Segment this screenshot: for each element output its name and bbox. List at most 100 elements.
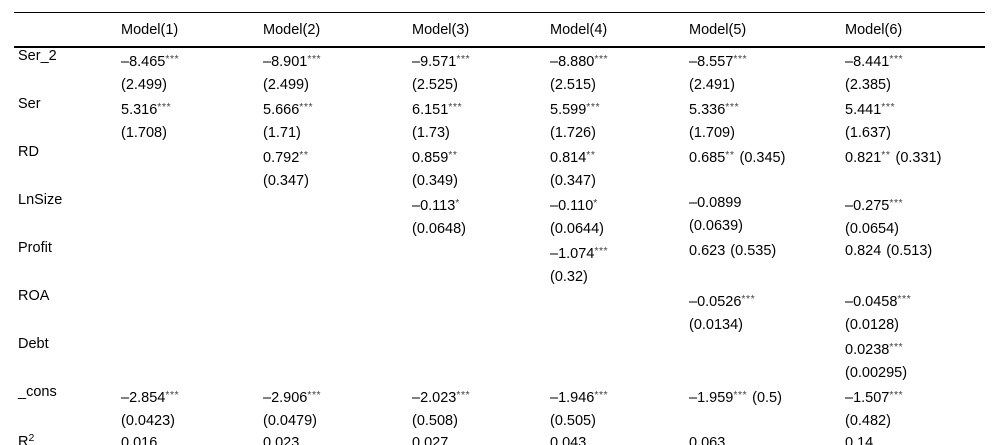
coef-value: –8.880 bbox=[550, 54, 595, 70]
coef-value: –0.0458 bbox=[845, 294, 898, 310]
coef-line: –2.023*** bbox=[412, 384, 550, 410]
coef-value: –0.275 bbox=[845, 198, 890, 214]
coef-line: 5.441*** bbox=[845, 96, 985, 122]
standard-error: (0.505) bbox=[550, 412, 596, 429]
significance-stars: *** bbox=[299, 101, 314, 113]
significance-stars: ** bbox=[299, 149, 309, 161]
coef-cell: –1.507*** (0.482) bbox=[845, 384, 985, 432]
coef-line: –8.465*** bbox=[121, 48, 263, 74]
row-label-superscript: 2 bbox=[28, 432, 35, 444]
coef-cell: –0.110* (0.0644) bbox=[550, 192, 689, 240]
coef-value: –0.0899 bbox=[689, 195, 742, 211]
coef-value: –0.110 bbox=[550, 198, 594, 214]
standard-error: (0.0648) bbox=[412, 220, 467, 237]
coef-cell bbox=[263, 192, 412, 240]
significance-stars: *** bbox=[889, 197, 904, 209]
standard-error: (0.0423) bbox=[121, 412, 176, 429]
standard-error: (0.0134) bbox=[689, 316, 744, 333]
coef-value: 0.792 bbox=[263, 150, 300, 166]
coef-cell bbox=[121, 192, 263, 240]
significance-stars: *** bbox=[165, 389, 180, 401]
coef-cell bbox=[121, 336, 263, 384]
coef-cell bbox=[412, 288, 550, 336]
coef-line: 6.151*** bbox=[412, 96, 550, 122]
standard-error: (0.347) bbox=[550, 172, 596, 189]
coef-line: –1.507*** bbox=[845, 384, 985, 410]
standard-error: (0.508) bbox=[412, 412, 458, 429]
coef-value: 0.0238 bbox=[845, 342, 890, 358]
stat-value: 0.043 bbox=[550, 435, 587, 445]
standard-error: (0.00295) bbox=[845, 364, 908, 381]
coef-cell: 5.316*** (1.708) bbox=[121, 96, 263, 144]
significance-stars: *** bbox=[725, 101, 740, 113]
stat-value: 0.027 bbox=[412, 435, 449, 445]
coef-value: 5.666 bbox=[263, 102, 300, 118]
coef-line: –1.074*** bbox=[550, 240, 689, 266]
coef-value: 0.821 bbox=[845, 150, 882, 166]
significance-stars: *** bbox=[741, 293, 756, 305]
significance-stars: * bbox=[593, 197, 598, 209]
coef-cell: –2.023*** (0.508) bbox=[412, 384, 550, 432]
coef-line: –0.113* bbox=[412, 192, 550, 218]
coef-cell: –2.906*** (0.0479) bbox=[263, 384, 412, 432]
coef-cell: –2.854*** (0.0423) bbox=[121, 384, 263, 432]
table-row: Ser_2 –8.465*** (2.499) –8.901*** (2.499) –9.… bbox=[14, 47, 985, 96]
coef-value: –2.023 bbox=[412, 390, 457, 406]
significance-stars: ** bbox=[881, 149, 891, 161]
row-label: Ser_2 bbox=[14, 47, 121, 96]
significance-stars: *** bbox=[586, 101, 601, 113]
coef-value: 0.824 bbox=[845, 243, 882, 259]
table-row: _cons –2.854*** (0.0423) –2.906*** (0.0479) –… bbox=[14, 384, 985, 432]
col-header: Model(4) bbox=[550, 12, 689, 48]
row-label-text: R bbox=[18, 434, 29, 445]
row-label-text: Profit bbox=[18, 240, 52, 256]
standard-error: (1.71) bbox=[263, 124, 301, 141]
standard-error: (2.499) bbox=[263, 76, 309, 93]
significance-stars: *** bbox=[448, 101, 463, 113]
corner-cell bbox=[14, 12, 121, 48]
col-header: Model(2) bbox=[263, 12, 412, 48]
row-label-text: ROA bbox=[18, 288, 50, 304]
standard-error: (0.349) bbox=[412, 172, 458, 189]
coef-line: 5.336*** bbox=[689, 96, 845, 122]
coef-value: 5.441 bbox=[845, 102, 882, 118]
coef-cell: –0.0458*** (0.0128) bbox=[845, 288, 985, 336]
coef-value: 5.336 bbox=[689, 102, 726, 118]
coef-cell: 5.336*** (1.709) bbox=[689, 96, 845, 144]
coef-value: 5.316 bbox=[121, 102, 158, 118]
standard-error: (1.73) bbox=[412, 124, 450, 141]
coef-cell: –8.880*** (2.515) bbox=[550, 47, 689, 96]
coef-cell bbox=[689, 336, 845, 384]
coef-line: 5.599*** bbox=[550, 96, 689, 122]
coef-line: 0.685** (0.345) bbox=[689, 144, 845, 170]
coef-cell: 5.666*** (1.71) bbox=[263, 96, 412, 144]
standard-error-inline: (0.331) bbox=[895, 150, 942, 166]
significance-stars: *** bbox=[733, 389, 748, 401]
coef-line: –8.880*** bbox=[550, 48, 689, 74]
coef-cell bbox=[412, 240, 550, 288]
table-row: LnSize –0.113* (0.0648) –0.110* (0.0644) –0.0… bbox=[14, 192, 985, 240]
coef-line: –0.275*** bbox=[845, 192, 985, 218]
col-header: Model(6) bbox=[845, 12, 985, 48]
table-row: RD 0.792** (0.347) 0.859** (0.349) 0.814** (0.… bbox=[14, 144, 985, 192]
standard-error: (2.385) bbox=[845, 76, 891, 93]
coef-line: –8.557*** bbox=[689, 48, 845, 74]
col-header: Model(5) bbox=[689, 12, 845, 48]
coef-line: –2.854*** bbox=[121, 384, 263, 410]
stat-value: 0.063 bbox=[689, 435, 726, 445]
coef-line: –9.571*** bbox=[412, 48, 550, 74]
coef-line: 5.316*** bbox=[121, 96, 263, 122]
coef-line: 5.666*** bbox=[263, 96, 412, 122]
standard-error: (2.525) bbox=[412, 76, 458, 93]
coef-cell: –1.946*** (0.505) bbox=[550, 384, 689, 432]
row-label: RD bbox=[14, 144, 121, 192]
coef-line: 0.623 (0.535) bbox=[689, 240, 845, 263]
coef-cell: –0.0899 (0.0639) bbox=[689, 192, 845, 240]
significance-stars: *** bbox=[307, 53, 322, 65]
coef-value: –2.906 bbox=[263, 390, 308, 406]
row-label: LnSize bbox=[14, 192, 121, 240]
standard-error-inline: (0.5) bbox=[752, 390, 782, 406]
standard-error: (1.726) bbox=[550, 124, 596, 141]
significance-stars: *** bbox=[889, 53, 904, 65]
significance-stars: *** bbox=[594, 389, 609, 401]
